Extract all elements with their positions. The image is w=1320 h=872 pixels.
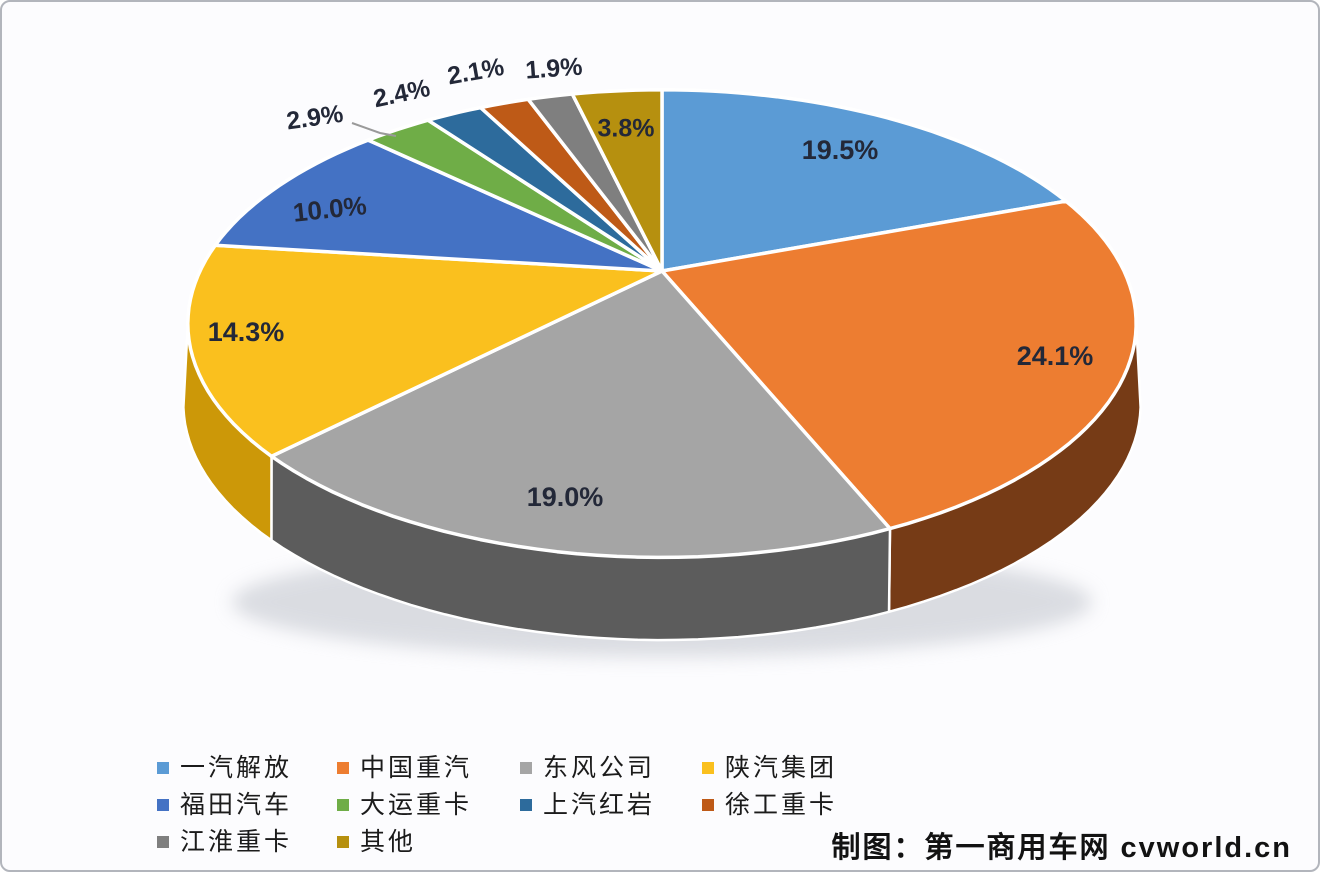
slice-label-7: 2.1% bbox=[445, 53, 506, 90]
pie-slice-3 bbox=[186, 243, 664, 459]
slice-label-2: 19.0% bbox=[527, 482, 604, 512]
slice-label-1: 24.1% bbox=[1017, 341, 1094, 371]
attribution-text: 制图：第一商用车网 cvworld.cn bbox=[831, 832, 1292, 864]
pie-slice-1 bbox=[660, 199, 1138, 531]
slice-label-9: 3.8% bbox=[598, 115, 655, 143]
callout-line-5 bbox=[351, 122, 397, 137]
pie-slice-2 bbox=[269, 269, 892, 560]
pie-slice-4 bbox=[213, 138, 664, 273]
pie-slice-6 bbox=[426, 105, 664, 273]
slice-label-6: 2.4% bbox=[371, 74, 433, 113]
pie-slice-5 bbox=[366, 118, 664, 273]
slice-label-0: 19.5% bbox=[802, 135, 879, 165]
slice-label-8: 1.9% bbox=[525, 53, 584, 85]
pie-slice-0 bbox=[660, 88, 1068, 273]
slice-label-3: 14.3% bbox=[208, 317, 285, 347]
pie-slice-9 bbox=[570, 88, 664, 273]
slice-label-5: 2.9% bbox=[285, 100, 345, 136]
